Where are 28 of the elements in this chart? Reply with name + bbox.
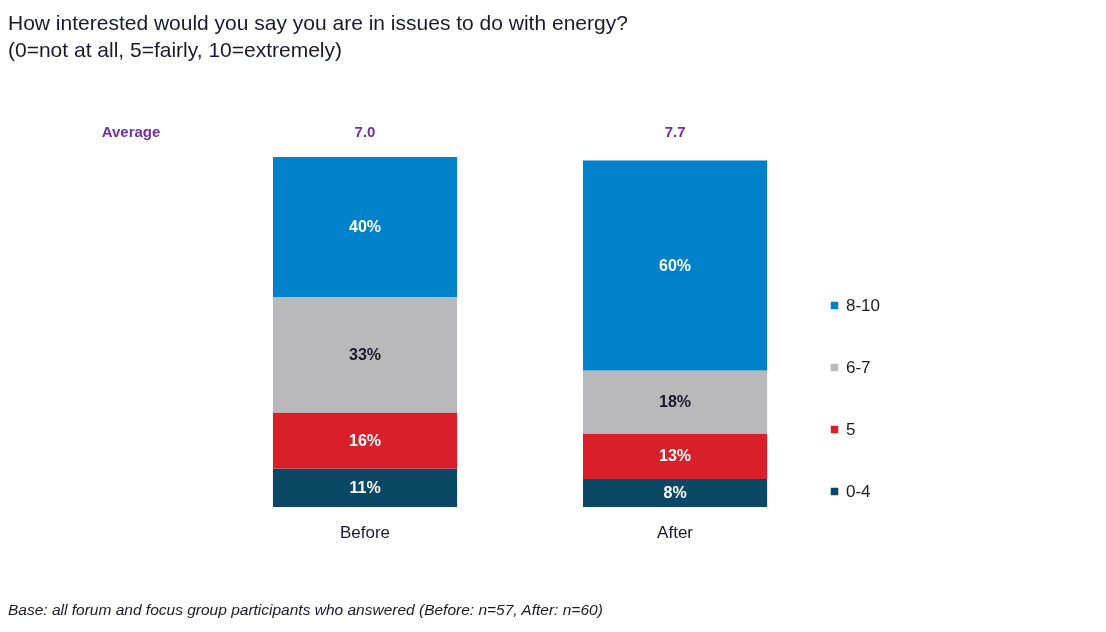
chart-subtitle: (0=not at all, 5=fairly, 10=extremely): [8, 38, 343, 61]
data-label: 8%: [663, 484, 687, 501]
legend-label: 0-4: [846, 481, 871, 501]
text: Base: all forum and focus group participants who answered (Before: n=57, After: n=60): [8, 601, 603, 618]
data-label: 16%: [349, 431, 382, 449]
bar: [582, 479, 768, 507]
chart-title: How interested would you say you are in issues to do with energy?: [8, 11, 628, 34]
data-label: 11%: [349, 478, 381, 496]
data-label: 33%: [349, 345, 382, 363]
text: Average: [101, 123, 161, 140]
text: 7.7: [664, 123, 686, 140]
legend-label: 5: [846, 419, 856, 439]
legend-label: 8-10: [846, 295, 881, 315]
x-tick-label: After: [657, 522, 694, 542]
data-label: 40%: [349, 218, 382, 235]
bar: [582, 433, 768, 479]
data-label: 13%: [659, 447, 692, 465]
bar: [272, 157, 458, 297]
bar: [272, 468, 458, 507]
x-tick-label: Before: [339, 522, 391, 542]
legend-label: 6-7: [846, 357, 871, 377]
data-label: 18%: [659, 393, 692, 410]
bar: [582, 370, 768, 434]
bar: [582, 160, 768, 371]
bar: [272, 412, 458, 469]
data-label: 60%: [659, 256, 692, 274]
text: 7.0: [354, 123, 376, 140]
bar: [272, 297, 458, 413]
